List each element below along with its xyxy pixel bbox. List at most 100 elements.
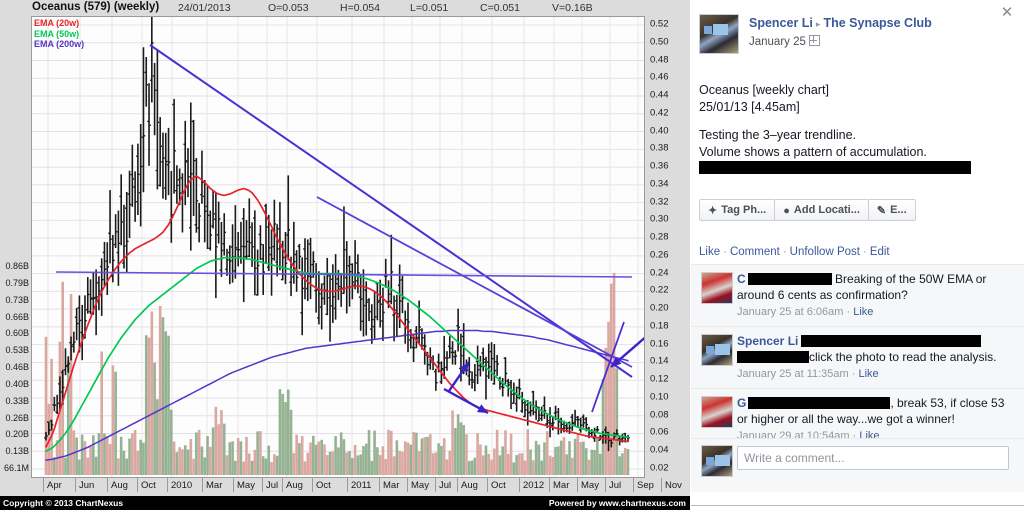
price-tick: 0.32 [650,196,669,208]
chart-plot-area[interactable]: EMA (20w) EMA (50w) EMA (200w) [31,16,645,478]
comment-body: Spencer Li click the photo to read the an… [737,333,1014,382]
comment-time[interactable]: January 25 at 6:06am [737,306,844,318]
legend-ema20: EMA (20w) [34,18,80,28]
comment-meta: January 25 at 6:06am · Like [737,304,1014,320]
chart-header: Oceanus (579) (weekly) 24/01/2013 O=0.05… [0,0,690,16]
comment-input[interactable]: Write a comment... [737,446,1009,470]
powered-by-text: Powered by www.chartnexus.com [548,498,686,508]
volume-tick: 0.20B [5,429,29,440]
chart-legend: EMA (20w) EMA (50w) EMA (200w) [34,18,84,50]
price-tick: 0.18 [650,320,669,332]
volume-tick: 0.86B [5,261,29,271]
price-tick: 0.28 [650,231,669,243]
comment-link[interactable]: Comment [729,246,780,258]
time-tick: May [577,478,599,492]
post-author-link[interactable]: Spencer Li [749,16,813,30]
comment-author-redaction [747,273,832,285]
privacy-globe-icon[interactable] [808,35,820,46]
volume-tick: 0.26B [5,412,29,423]
avatar[interactable] [701,272,733,304]
like-link[interactable]: Like [699,246,721,258]
post-attachment-buttons: ✦ Tag Ph... ● Add Locati... ✎ E... [699,199,916,221]
avatar[interactable] [701,445,733,477]
time-tick: Oct [487,478,506,492]
price-tick: 0.14 [650,355,669,367]
post-redacted-line [699,161,971,174]
comment-item: C Breaking of the 50W EMA or around 6 ce… [691,264,1024,326]
post-timestamp[interactable]: January 25 [749,36,806,48]
price-tick: 0.06 [650,426,669,438]
volume-tick: 0.13B [5,446,29,457]
price-tick: 0.02 [650,462,669,474]
price-tick: 0.46 [650,71,669,83]
post-byline: Spencer Li ▸ The Synapse Club January 25 [749,14,1009,48]
post-header: Spencer Li ▸ The Synapse Club January 25 [699,14,1009,60]
comment-like-link[interactable]: Like [858,368,879,380]
avatar-detail-right [713,24,728,35]
comment-meta-sep: · [846,306,851,318]
add-location-label: Add Locati... [793,204,860,216]
comment-text: click the photo to read the analysis. [809,350,997,364]
comment-author-redaction [801,335,982,347]
price-tick: 0.42 [650,107,669,119]
comment-text: Breaking of the 50W EMA or around 6 cent… [737,272,987,302]
price-tick: 0.36 [650,160,669,172]
comment-body: G, break 53, if close 53 or higher or al… [737,395,1014,444]
comment-compose-row: Write a comment... [691,438,1024,482]
price-tick: 0.30 [650,213,669,225]
comment-author[interactable]: G [737,396,747,410]
time-tick: Nov [661,478,682,492]
price-tick: 0.24 [650,267,669,279]
legend-ema50: EMA (50w) [34,28,80,39]
price-tick: 0.08 [650,409,669,421]
comment-author-redaction [748,397,891,409]
time-tick: Mar [201,478,223,492]
avatar-detail-right [715,455,730,466]
comment-author[interactable]: C [737,272,746,286]
avatar[interactable] [701,396,733,428]
tag-photo-button[interactable]: ✦ Tag Ph... [699,199,776,221]
time-tick: Aug [282,478,303,492]
comment-like-link[interactable]: Like [853,306,874,318]
action-sep-2: · [782,246,787,258]
price-tick: 0.40 [650,125,669,137]
price-axis: 0.52 0.50 0.48 0.46 0.44 0.42 0.40 0.38 0.36 0.34… [646,16,690,478]
time-tick: 2011 [346,478,372,492]
avatar-detail-left [706,346,714,354]
comment-author[interactable]: Spencer Li [737,334,799,348]
post-group-link[interactable]: The Synapse Club [823,16,932,30]
price-tick: 0.52 [650,18,669,30]
volume-tick: 0.66B [5,311,29,322]
post-line-blank [699,116,1011,127]
volume-tick: 66.1M [3,463,29,473]
avatar-detail-left [706,457,714,465]
avatar[interactable] [699,14,739,54]
time-tick: 2012 [518,478,545,492]
volume-tick: 0.60B [5,328,29,339]
comment-time[interactable]: January 25 at 11:35am [737,368,849,380]
facebook-post-panel: ✕ Spencer Li ▸ The Synapse Club January 25… [691,0,1024,510]
edit-button[interactable]: ✎ E... [867,199,916,221]
time-tick: Sep [633,478,654,492]
volume-axis: 0.86B 0.79B 0.73B 0.66B 0.60B 0.53B 0.46B 0.40B… [0,16,31,478]
unfollow-post-link[interactable]: Unfollow Post [789,246,860,258]
volume-tick: 0.40B [5,378,29,389]
time-tick: May [407,478,429,492]
price-tick: 0.50 [650,36,669,48]
add-location-button[interactable]: ● Add Locati... [774,199,869,221]
chart-panel: Oceanus (579) (weekly) 24/01/2013 O=0.05… [0,0,690,510]
comment-item: Spencer Li click the photo to read the an… [691,326,1024,388]
time-tick: 2010 [166,478,193,492]
price-tick: 0.20 [650,302,669,314]
avatar[interactable] [701,334,733,366]
chart-quote-date: 24/01/2013 [178,2,231,14]
time-tick: Oct [137,478,156,492]
price-tick: 0.12 [650,373,669,385]
edit-link[interactable]: Edit [869,246,890,258]
close-icon[interactable]: ✕ [1000,4,1014,21]
time-tick: Jul [434,478,452,492]
time-tick: Oct [312,478,331,492]
time-tick: Apr [43,478,62,492]
volume-tick: 0.33B [5,395,29,406]
chart-canvas [32,17,644,477]
